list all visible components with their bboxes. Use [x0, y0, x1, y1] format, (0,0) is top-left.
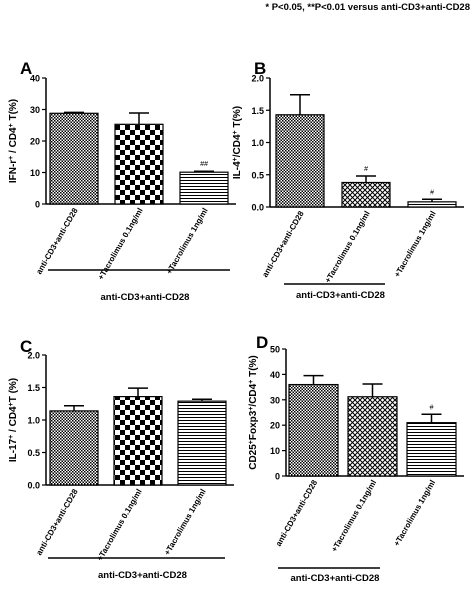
y-tick-label: 2.0 [251, 74, 264, 84]
category-label: +Tacrolimus 0.1ng/ml [95, 488, 144, 563]
group-label: anti-CD3+anti-CD28 [101, 292, 190, 303]
group-label: anti-CD3+anti-CD28 [98, 570, 187, 581]
panel-b: B 0.0 0.5 1.0 1.5 2.0 IL-4+/CD4+ T(%) anti-CD3+… [232, 59, 464, 301]
y-tick-label: 1.5 [251, 106, 264, 116]
y-tick-label: 1.0 [251, 138, 264, 148]
bar [347, 396, 398, 477]
y-tick-label: 0.5 [251, 170, 264, 180]
category-label: +Tacrolimus 1ng/ml [165, 207, 210, 276]
y-tick-label: 20 [270, 421, 280, 431]
y-tick-label: 20 [30, 137, 40, 147]
bar [179, 171, 229, 205]
bar [49, 410, 99, 486]
y-tick-label: 0.0 [27, 481, 40, 491]
category-label: +Tacrolimus 0.1ng/ml [323, 210, 372, 285]
bar [49, 112, 99, 205]
significance-note-marker: * [265, 2, 270, 13]
category-label: +Tacrolimus 0.1ng/ml [330, 479, 379, 554]
panel-d: D 0 10 20 30 40 50 CD25+Foxp3+/CD4+ T(%) anti-CD… [248, 333, 464, 584]
y-tick-label: 30 [270, 395, 280, 405]
y-tick-label: 2.0 [27, 351, 40, 361]
bar [275, 114, 325, 208]
y-axis-label: IL-17+ / CD4+T (%) [8, 378, 20, 462]
group-label: anti-CD3+anti-CD28 [291, 573, 380, 584]
panel-label: C [20, 337, 32, 356]
y-tick-label: 30 [30, 105, 40, 115]
bar [113, 396, 163, 486]
panel-a: A 0 10 20 30 40 IFN-r+ / CD4+ T(%) anti-CD3+ant… [8, 59, 236, 303]
y-axis-label: CD25+Foxp3+/CD4+ T(%) [248, 355, 260, 470]
category-label: +Tacrolimus 1ng/ml [392, 479, 437, 548]
bar [407, 201, 457, 208]
category-label: anti-CD3+anti-CD28 [260, 209, 306, 279]
y-tick-label: 0 [275, 472, 280, 482]
significance-note-text: P<0.05, **P<0.01 versus anti-CD3+anti-CD… [271, 2, 470, 13]
y-axis-label: IFN-r+ / CD4+ T(%) [8, 99, 20, 183]
panel-label: D [256, 333, 268, 352]
y-tick-label: 10 [30, 168, 40, 178]
significance-mark: # [430, 189, 434, 196]
panel-c: C 0.0 0.5 1.0 1.5 2.0 IL-17+ / CD4+T (%) anti-C… [8, 337, 234, 581]
significance-mark: # [430, 404, 434, 411]
panel-label: A [20, 59, 32, 78]
bar [114, 123, 164, 205]
category-label: anti-CD3+anti-CD28 [34, 487, 80, 557]
bar [177, 400, 227, 486]
bar [341, 181, 391, 208]
y-tick-label: 1.5 [27, 383, 40, 393]
y-tick-label: 40 [270, 370, 280, 380]
y-tick-label: 50 [270, 345, 280, 355]
bar [406, 422, 457, 477]
significance-note: * P<0.05, **P<0.01 versus anti-CD3+anti-… [265, 2, 470, 13]
significance-mark: # [364, 166, 368, 173]
y-tick-label: 1.0 [27, 416, 40, 426]
y-tick-label: 0.0 [251, 203, 264, 213]
panel-label: B [254, 59, 266, 78]
category-label: anti-CD3+anti-CD28 [34, 206, 80, 276]
category-label: +Tacrolimus 1ng/ml [163, 488, 208, 557]
category-label: anti-CD3+anti-CD28 [274, 478, 320, 548]
y-tick-label: 40 [30, 74, 40, 84]
bar [288, 383, 339, 477]
group-label: anti-CD3+anti-CD28 [296, 290, 385, 301]
y-tick-label: 0.5 [27, 448, 40, 458]
y-axis-label: IL-4+/CD4+ T(%) [232, 106, 244, 179]
y-tick-label: 10 [270, 446, 280, 456]
y-tick-label: 0 [35, 200, 40, 210]
significance-mark: ## [200, 161, 208, 168]
category-label: +Tacrolimus 1ng/ml [393, 210, 438, 279]
